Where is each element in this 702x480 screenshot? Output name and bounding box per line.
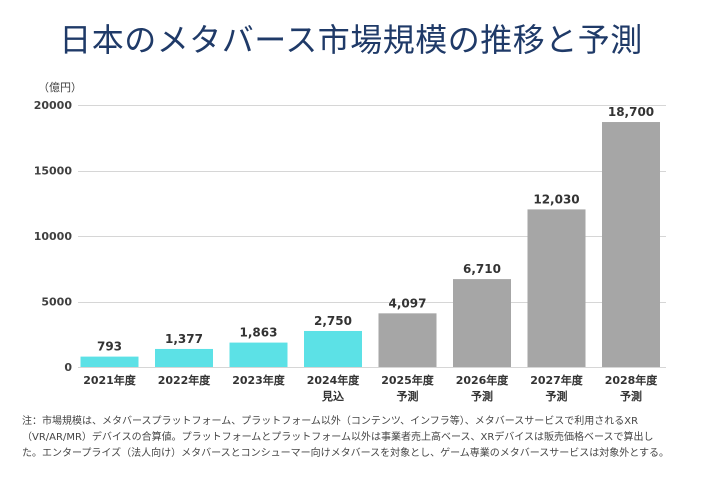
x-tick-label: 2021年度 [83, 373, 137, 387]
bar-value-label: 1,377 [165, 332, 203, 346]
y-axis-unit-label: （億円） [38, 81, 82, 94]
y-tick-label: 20000 [34, 99, 73, 112]
bar-7 [527, 209, 586, 367]
y-tick-label: 0 [64, 361, 72, 374]
bars [80, 122, 660, 367]
y-tick-label: 5000 [41, 296, 72, 309]
x-tick-sublabel: 見込 [321, 389, 344, 403]
chart-title: 日本のメタバース市場規模の推移と予測 [59, 21, 643, 59]
bar-value-labels: 793 1,377 1,863 2,750 4,097 6,710 12,030 18,700 [97, 105, 654, 354]
x-tick-label: 2025年度 [381, 373, 435, 387]
bar-1 [80, 356, 139, 367]
x-tick-sublabel: 予測 [471, 389, 493, 403]
footnote: 注：市場規模は、メタバースプラットフォーム、プラットフォーム以外（コンテンツ、イ… [22, 414, 698, 462]
bar-value-label: 12,030 [533, 192, 579, 206]
x-tick-labels: 2021年度 2022年度 2023年度 2024年度見込2025年度予測2026年度… [83, 373, 658, 403]
bar-4 [304, 330, 362, 367]
x-tick-label: 2026年度 [456, 373, 510, 387]
bar-value-label: 793 [97, 340, 122, 354]
footnote-line: た。エンタープライズ（法人向け）メタバースとコンシューマー向けメタバースを対象と… [22, 448, 669, 459]
bar-value-label: 1,863 [240, 326, 278, 340]
x-tick-label: 2023年度 [232, 373, 286, 387]
bar-6 [453, 279, 511, 367]
x-tick-sublabel: 予測 [397, 389, 419, 403]
y-tick-labels: 0 5000 10000 15000 20000 [34, 99, 73, 374]
footnote-line: （VR/AR/MR）デバイスの合算値。プラットフォームとプラットフォーム以外は事… [22, 432, 654, 443]
bar-value-label: 4,097 [389, 296, 427, 310]
x-tick-label: 2024年度 [307, 373, 361, 387]
x-tick-label: 2027年度 [530, 373, 584, 387]
bar-value-label: 2,750 [314, 314, 352, 328]
x-tick-sublabel: 予測 [546, 389, 568, 403]
bar-3 [229, 342, 288, 367]
x-tick-label: 2022年度 [158, 373, 212, 387]
bar-5 [378, 313, 437, 367]
bar-8 [602, 122, 660, 367]
bar-chart: 0 5000 10000 15000 20000 793 1,377 1,863 2,750 4… [34, 99, 666, 403]
bar-2 [155, 348, 213, 367]
y-tick-label: 10000 [34, 230, 73, 243]
x-tick-label: 2028年度 [605, 373, 659, 387]
y-tick-label: 15000 [34, 165, 73, 178]
bar-value-label: 18,700 [608, 105, 654, 119]
footnote-line: 注：市場規模は、メタバースプラットフォーム、プラットフォーム以外（コンテンツ、イ… [22, 416, 639, 427]
bar-value-label: 6,710 [463, 262, 501, 276]
x-tick-sublabel: 予測 [620, 389, 642, 403]
